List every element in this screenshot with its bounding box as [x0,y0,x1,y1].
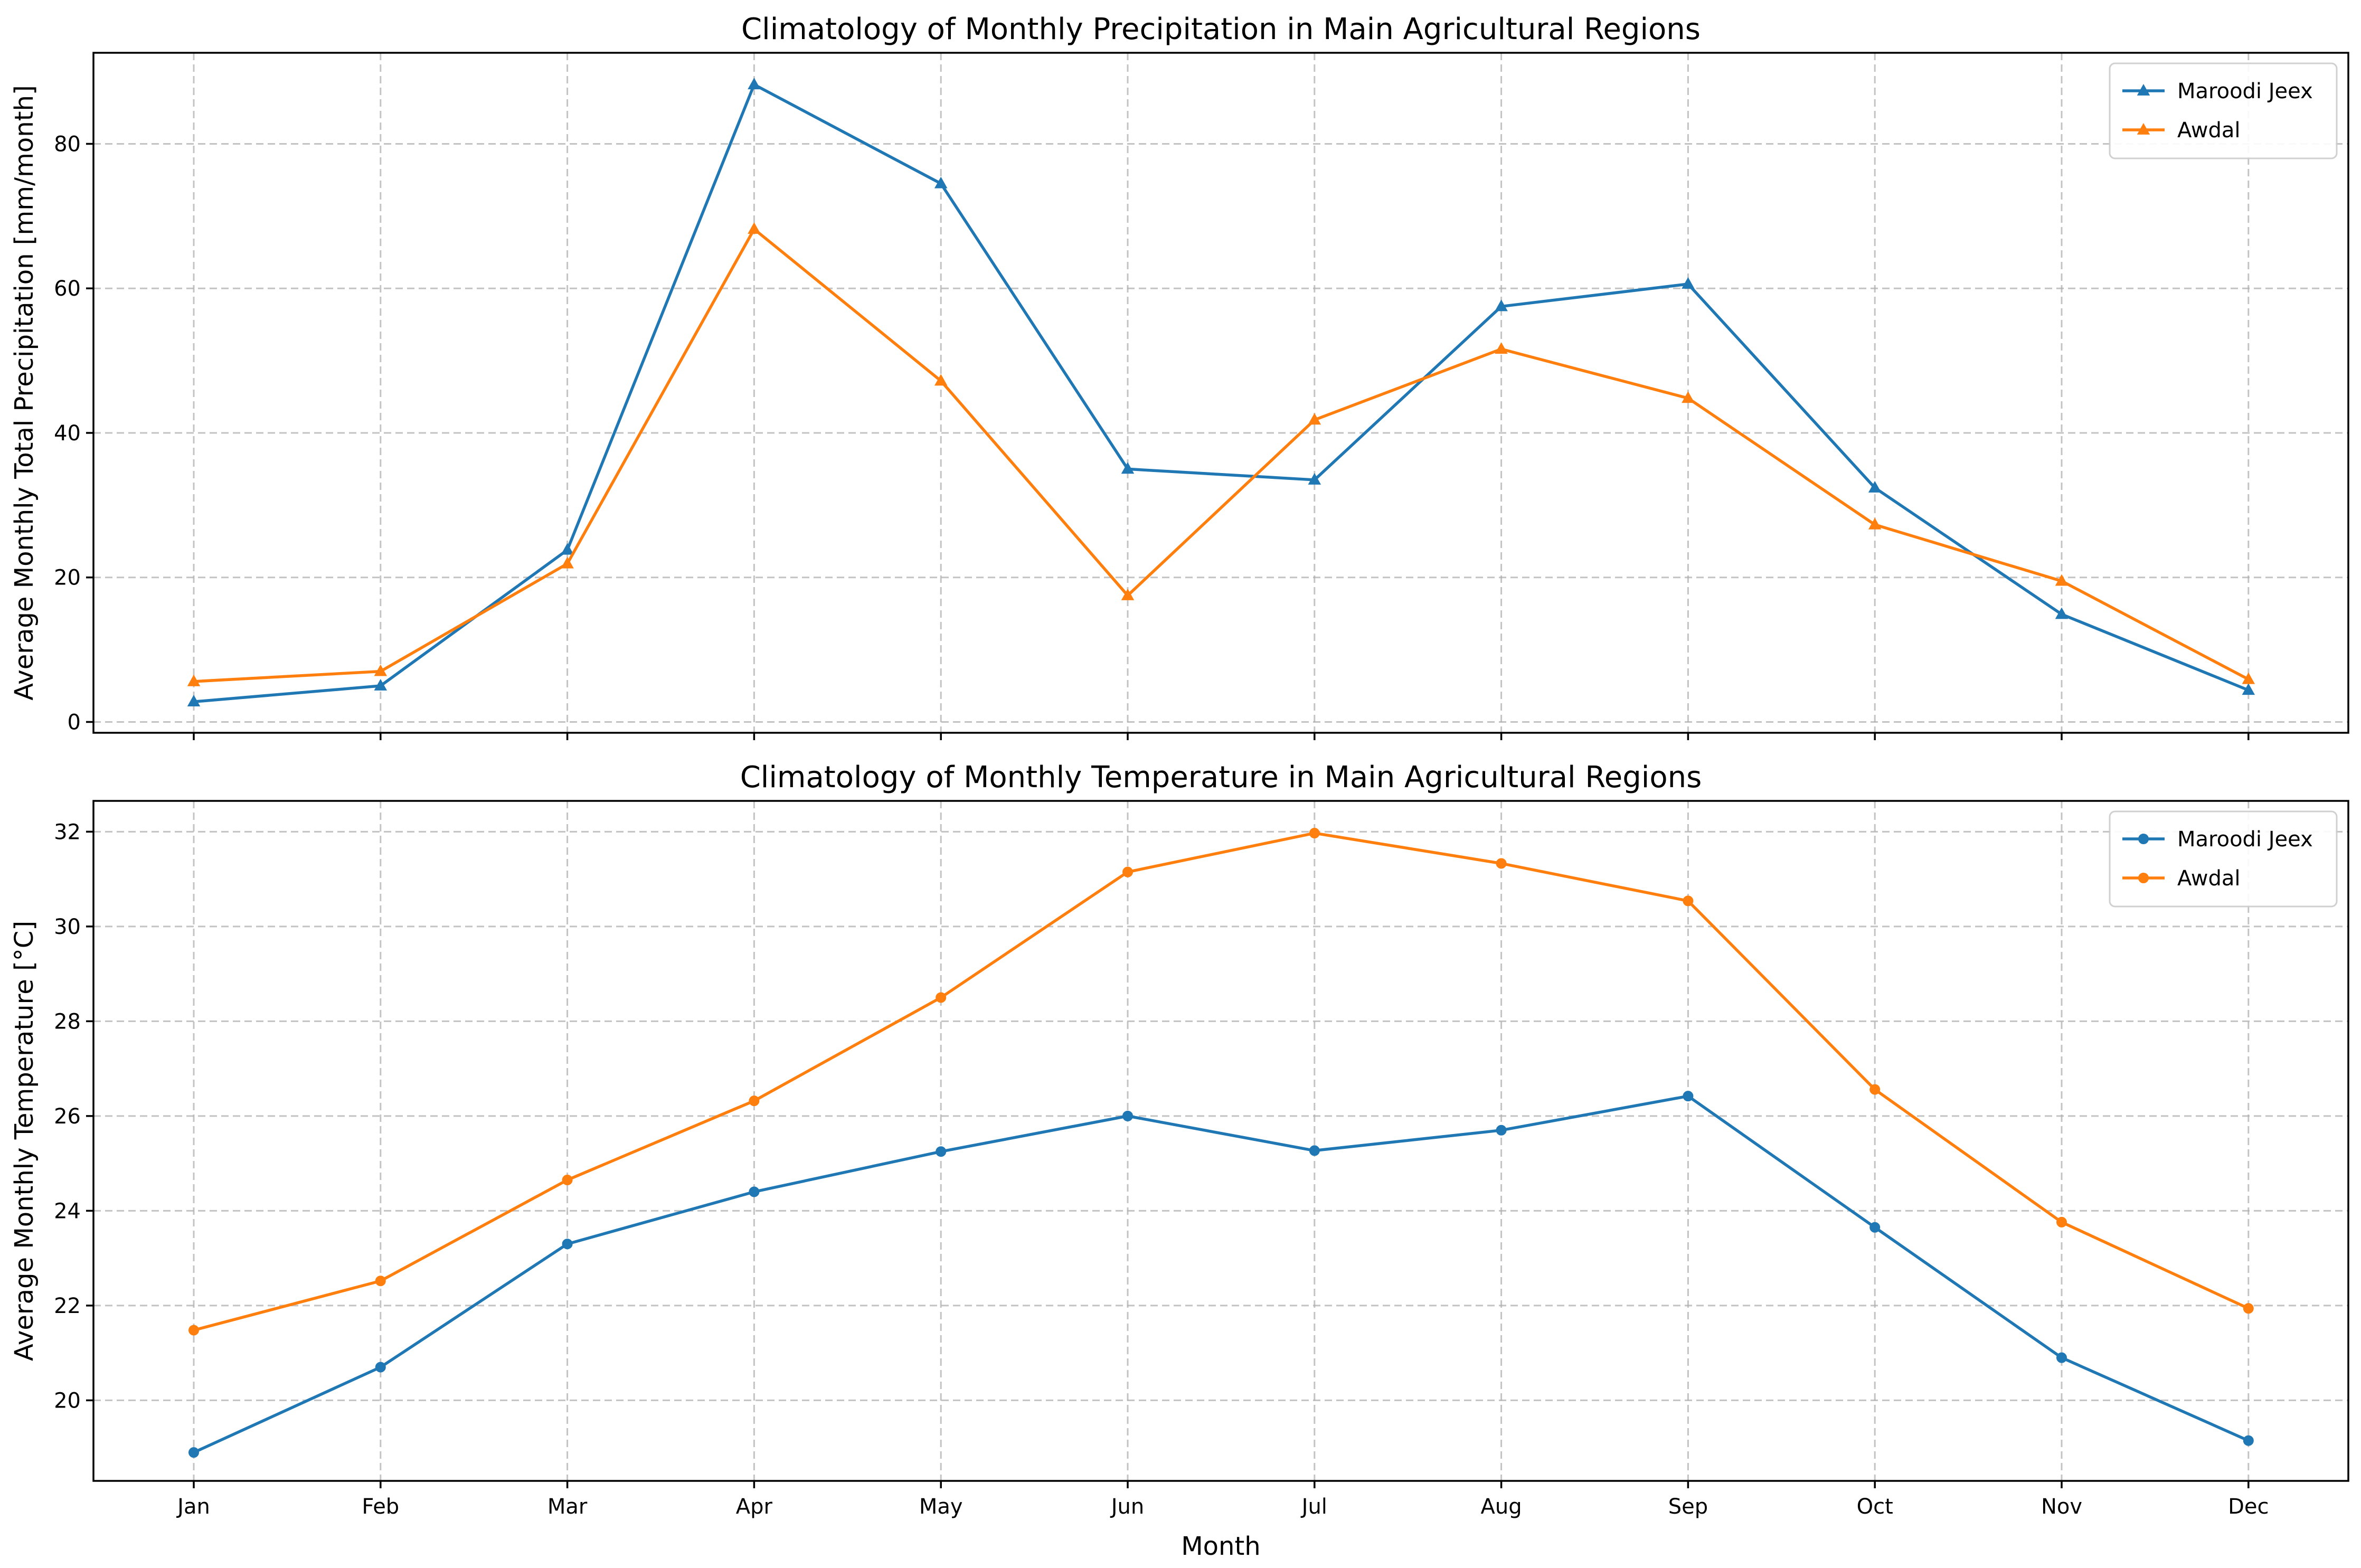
y-tick-label: 20 [54,1388,81,1413]
data-point [1308,473,1321,485]
data-point [1496,1125,1507,1136]
chart-title: Climatology of Monthly Precipitation in … [741,12,1701,46]
data-point [187,695,201,707]
y-tick-label: 0 [68,710,81,734]
legend-box [2109,810,2338,908]
series-line-1 [193,83,2249,703]
y-tick-label: 60 [54,277,81,301]
data-point [561,556,574,569]
data-point [1683,1091,1694,1102]
y-axis-label: Average Monthly Total Precipitation [mm/… [10,85,39,700]
data-point [748,78,761,90]
x-tick-label: Dec [2228,1495,2269,1519]
legend-marker-2 [2138,873,2149,883]
data-point [936,992,947,1003]
legend-marker-1 [2138,834,2149,844]
data-point [561,543,574,555]
data-point [2243,1435,2254,1446]
data-point [1309,828,1320,839]
series-line-2 [193,832,2249,1332]
data-point [749,1095,760,1107]
data-point [562,1175,573,1186]
series-line-1 [193,1094,2249,1454]
axes-frame [92,800,2349,1482]
axes-frame [92,52,2349,734]
data-point [1683,895,1694,906]
y-axis-label: Average Monthly Temperature [°C] [10,921,39,1361]
data-point [1868,517,1882,530]
legend-marker-1 [2137,83,2150,96]
data-point [2055,574,2069,586]
data-point [562,1239,573,1250]
data-point [188,1447,199,1458]
data-point [1495,299,1508,311]
chart-title: Climatology of Monthly Temperature in Ma… [740,760,1702,795]
data-point [375,1276,386,1287]
series-line-2 [193,228,2250,683]
data-point [2242,672,2255,684]
data-point [1496,858,1507,869]
data-point [1308,413,1321,425]
data-point [187,674,201,686]
data-point [1121,588,1135,600]
y-tick-label: 32 [54,820,81,844]
x-tick-label: Apr [736,1495,773,1519]
x-tick-label: Aug [1481,1495,1522,1519]
data-point [2056,1352,2067,1363]
legend-label-1: Maroodi Jeex [2177,79,2313,103]
legend-label-2: Awdal [2177,866,2240,891]
legend-marker-2 [2137,122,2150,135]
data-point [936,1146,947,1157]
y-tick-label: 20 [54,566,81,590]
legend: Maroodi Jeex Awdal [2109,62,2338,159]
data-point [2056,1216,2067,1227]
x-tick-label: Feb [362,1495,399,1519]
data-point [1122,866,1133,877]
y-tick-label: 26 [54,1104,81,1129]
y-tick-label: 24 [54,1199,81,1223]
y-tick-label: 28 [54,1009,81,1034]
data-point [1869,1222,1881,1233]
x-tick-label: May [919,1495,963,1519]
data-point [934,176,948,188]
x-tick-label: Nov [2041,1495,2082,1519]
data-point [2243,1303,2254,1314]
legend-label-1: Maroodi Jeex [2177,827,2313,852]
x-tick-label: Jan [176,1495,210,1519]
y-tick-label: 40 [54,421,81,446]
data-point [1309,1145,1320,1156]
x-tick-label: Jul [1300,1495,1327,1519]
data-point [1682,391,1695,403]
y-tick-label: 80 [54,132,81,156]
data-point [1869,1084,1881,1095]
legend: Maroodi Jeex Awdal [2109,810,2338,908]
data-point [375,1362,386,1373]
chart-panel-1: 0 20 40 60 80 Climatology of Monthly Precipit… [10,12,2349,740]
data-point [749,1186,760,1197]
x-tick-label: Mar [547,1495,588,1519]
y-tick-label: 22 [54,1294,81,1318]
chart-panel-2: 20 22 24 26 28 30 32 Jan Feb Mar Apr May Jun Jul Aug Se… [10,760,2349,1561]
data-point [374,679,388,691]
x-tick-label: Jun [1110,1495,1145,1519]
legend-box [2109,62,2338,159]
data-point [2055,607,2069,619]
y-tick-label: 30 [54,915,81,939]
data-point [934,374,948,386]
data-point [748,222,761,234]
legend-label-2: Awdal [2177,118,2240,143]
x-axis-label: Month [1181,1532,1260,1561]
data-point [1682,277,1695,289]
data-point [374,664,388,676]
x-tick-label: Sep [1668,1495,1708,1519]
data-point [2242,683,2255,695]
data-point [188,1325,199,1336]
data-point [1122,1110,1133,1121]
data-point [1121,462,1135,474]
data-point [1495,342,1508,354]
data-point [1868,480,1882,493]
x-tick-label: Oct [1857,1495,1893,1519]
